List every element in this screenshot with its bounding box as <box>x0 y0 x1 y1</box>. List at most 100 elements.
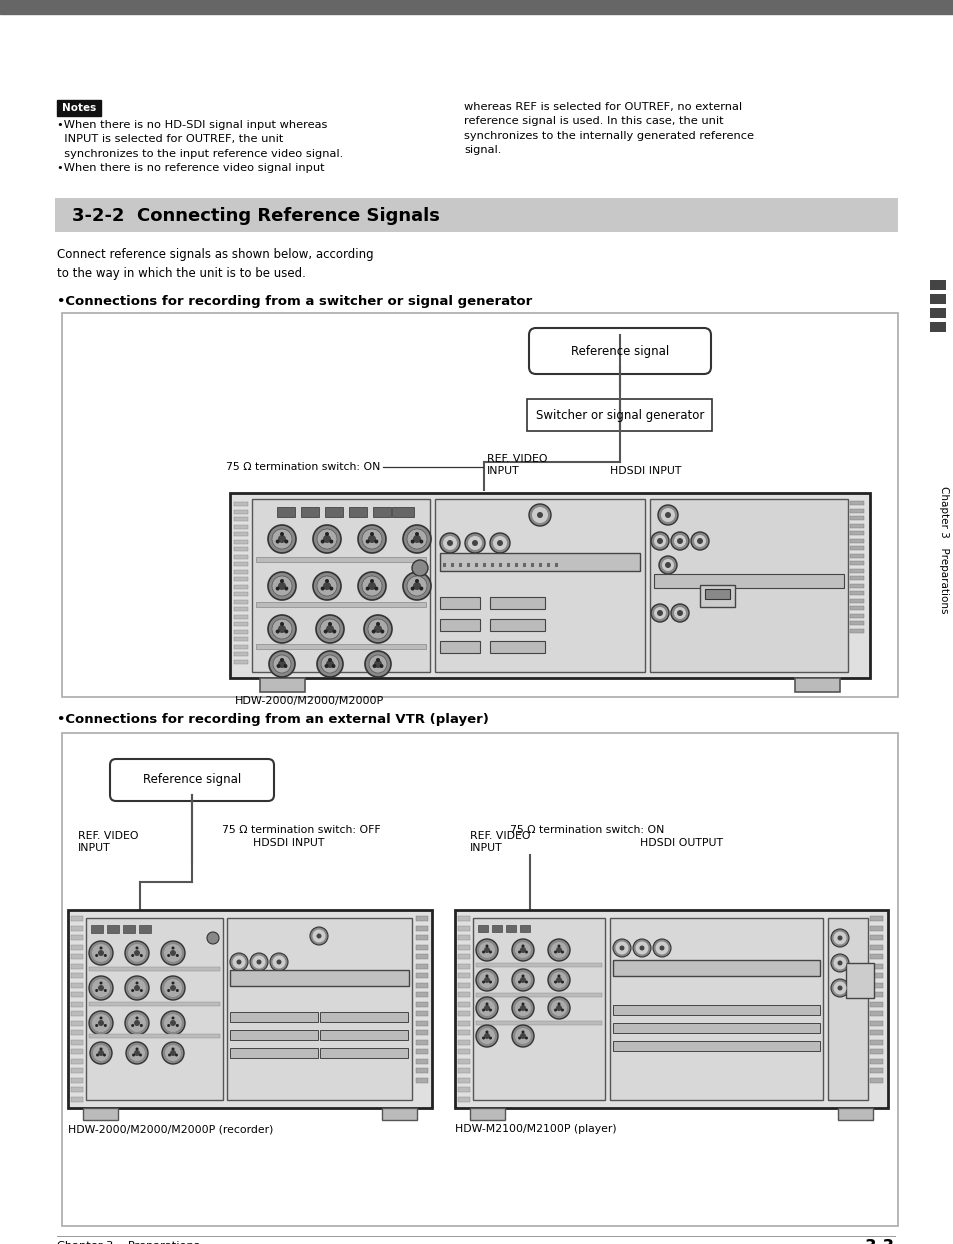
Circle shape <box>277 624 286 633</box>
Circle shape <box>277 535 286 542</box>
Bar <box>491 564 494 567</box>
Circle shape <box>375 622 379 626</box>
Circle shape <box>659 556 677 573</box>
Circle shape <box>135 1016 138 1020</box>
Circle shape <box>830 954 848 972</box>
Bar <box>255 644 426 649</box>
Bar <box>457 973 470 978</box>
Bar <box>416 1001 428 1006</box>
Text: REF. VIDEO
INPUT: REF. VIDEO INPUT <box>78 831 138 853</box>
Circle shape <box>833 957 845 969</box>
Circle shape <box>524 1009 527 1011</box>
Circle shape <box>175 1024 178 1028</box>
Bar <box>68 911 432 1108</box>
Circle shape <box>172 1016 174 1020</box>
Bar <box>416 1030 428 1035</box>
Text: Reference signal: Reference signal <box>570 345 668 357</box>
Bar <box>233 562 248 566</box>
Circle shape <box>374 586 378 591</box>
Circle shape <box>331 664 335 668</box>
Circle shape <box>402 525 431 554</box>
Circle shape <box>284 540 288 544</box>
Circle shape <box>135 947 138 949</box>
Bar <box>71 944 83 949</box>
Bar <box>869 1069 882 1074</box>
Circle shape <box>91 1014 110 1033</box>
Bar <box>519 926 530 932</box>
Circle shape <box>497 540 502 546</box>
Circle shape <box>125 1011 149 1035</box>
Bar <box>613 960 820 977</box>
Text: 75 Ω termination switch: ON: 75 Ω termination switch: ON <box>226 462 379 471</box>
Text: REF. VIDEO
INPUT: REF. VIDEO INPUT <box>486 454 547 476</box>
Circle shape <box>284 629 288 633</box>
Bar <box>230 970 409 986</box>
Circle shape <box>167 1024 170 1028</box>
Circle shape <box>481 1009 484 1011</box>
Circle shape <box>320 540 324 544</box>
Bar <box>233 659 248 663</box>
Circle shape <box>361 576 381 596</box>
Bar <box>107 926 119 933</box>
Bar <box>849 576 863 580</box>
Bar <box>869 916 882 921</box>
Bar <box>476 993 601 996</box>
Bar <box>849 598 863 602</box>
Circle shape <box>370 578 374 583</box>
Circle shape <box>315 615 344 643</box>
Circle shape <box>468 536 481 550</box>
Circle shape <box>402 572 431 600</box>
Circle shape <box>660 508 675 522</box>
Bar <box>139 926 151 933</box>
Bar <box>416 1069 428 1074</box>
Circle shape <box>310 927 328 945</box>
Circle shape <box>830 979 848 996</box>
Bar <box>233 607 248 611</box>
Circle shape <box>368 620 388 639</box>
Circle shape <box>485 974 488 978</box>
Text: REF. VIDEO
INPUT: REF. VIDEO INPUT <box>470 831 530 853</box>
Bar <box>255 557 426 562</box>
Circle shape <box>517 980 520 984</box>
Circle shape <box>476 969 497 991</box>
Bar <box>477 926 488 932</box>
Circle shape <box>140 989 143 991</box>
Circle shape <box>635 942 648 954</box>
Circle shape <box>273 656 291 673</box>
Bar <box>476 1021 601 1025</box>
Circle shape <box>323 535 331 542</box>
Circle shape <box>517 1009 520 1011</box>
Circle shape <box>357 525 386 554</box>
Bar <box>0 0 953 14</box>
Circle shape <box>91 944 110 962</box>
Circle shape <box>174 1054 178 1056</box>
Circle shape <box>830 929 848 947</box>
Circle shape <box>481 1036 484 1040</box>
Bar <box>230 493 869 678</box>
Circle shape <box>361 529 381 549</box>
Text: 3-3: 3-3 <box>864 1238 894 1244</box>
Bar <box>929 322 945 332</box>
Circle shape <box>370 532 374 536</box>
Circle shape <box>230 953 248 972</box>
Bar <box>457 964 470 969</box>
Bar <box>301 508 318 518</box>
Circle shape <box>442 536 456 550</box>
Bar <box>527 399 712 430</box>
Bar <box>416 983 428 988</box>
Bar <box>457 1087 470 1092</box>
Text: 3-2-2  Connecting Reference Signals: 3-2-2 Connecting Reference Signals <box>71 207 439 225</box>
Bar <box>439 597 479 610</box>
Bar <box>233 622 248 626</box>
Bar <box>439 554 639 571</box>
Bar <box>416 926 428 931</box>
Circle shape <box>316 576 336 596</box>
Circle shape <box>316 933 321 938</box>
Bar <box>827 918 867 1100</box>
Circle shape <box>256 959 261 964</box>
Bar <box>613 1041 820 1051</box>
Circle shape <box>554 1009 557 1011</box>
Circle shape <box>329 540 333 544</box>
Circle shape <box>99 1016 102 1020</box>
Circle shape <box>557 974 560 978</box>
